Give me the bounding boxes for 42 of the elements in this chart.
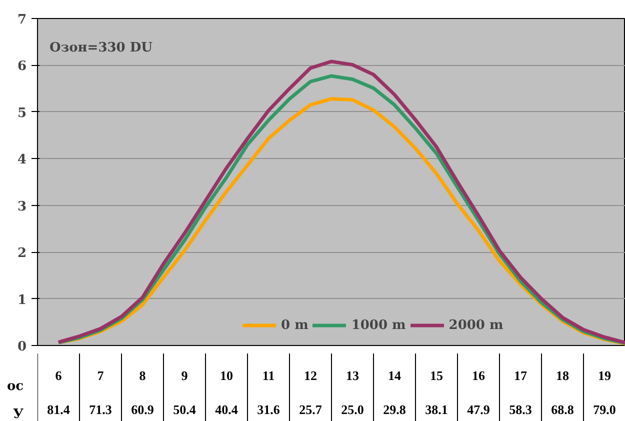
x-tick-label: 15 xyxy=(430,368,444,383)
text: 29.8 xyxy=(383,402,406,417)
text: 40.4 xyxy=(215,402,238,417)
y-tick-label: 2 xyxy=(17,246,26,262)
x-tick-label: 9 xyxy=(181,368,188,383)
x-tick-label: 19 xyxy=(598,368,612,383)
text: 25.7 xyxy=(299,402,322,417)
x-tick-label: 10 xyxy=(220,368,233,383)
text: 81.4 xyxy=(47,402,70,417)
y-tick-label: 0 xyxy=(17,340,26,354)
text: 58.3 xyxy=(509,402,532,417)
text: 38.1 xyxy=(425,402,448,417)
x-tick-label: 7 xyxy=(97,368,104,383)
x-tick-label: 18 xyxy=(556,368,570,383)
text: 50.4 xyxy=(173,402,196,417)
x-tick-label: 8 xyxy=(139,368,146,383)
y-tick-label: 4 xyxy=(17,152,26,168)
y-tick-label: 1 xyxy=(17,292,26,308)
y-tick-label: 5 xyxy=(17,106,26,121)
y-tick-label: 6 xyxy=(17,59,26,74)
text: 68.8 xyxy=(551,402,574,417)
y-tick-label: 3 xyxy=(17,199,26,214)
x-tick-label: 13 xyxy=(346,368,360,383)
text: 60.9 xyxy=(131,402,154,417)
text: У xyxy=(13,406,24,421)
x-tick-label: 6 xyxy=(55,368,62,383)
text: 25.0 xyxy=(341,402,364,417)
text: Озон=330 DU xyxy=(50,40,154,56)
x-tick-label: 12 xyxy=(304,368,317,383)
x-tick-label: 17 xyxy=(514,368,528,383)
legend-label: 0 m xyxy=(281,318,308,332)
x-tick-label: 14 xyxy=(388,368,402,383)
x-tick-label: 16 xyxy=(472,368,486,383)
text: 79.0 xyxy=(593,402,616,417)
text: 71.3 xyxy=(89,402,112,417)
legend-label: 2000 m xyxy=(448,318,504,332)
x-tick-label: 11 xyxy=(262,368,275,383)
legend-label: 1000 m xyxy=(351,318,406,332)
text: 31.6 xyxy=(257,402,280,417)
text: 47.9 xyxy=(467,402,490,417)
y-tick-label: 7 xyxy=(17,12,26,28)
text: ос xyxy=(7,378,24,396)
